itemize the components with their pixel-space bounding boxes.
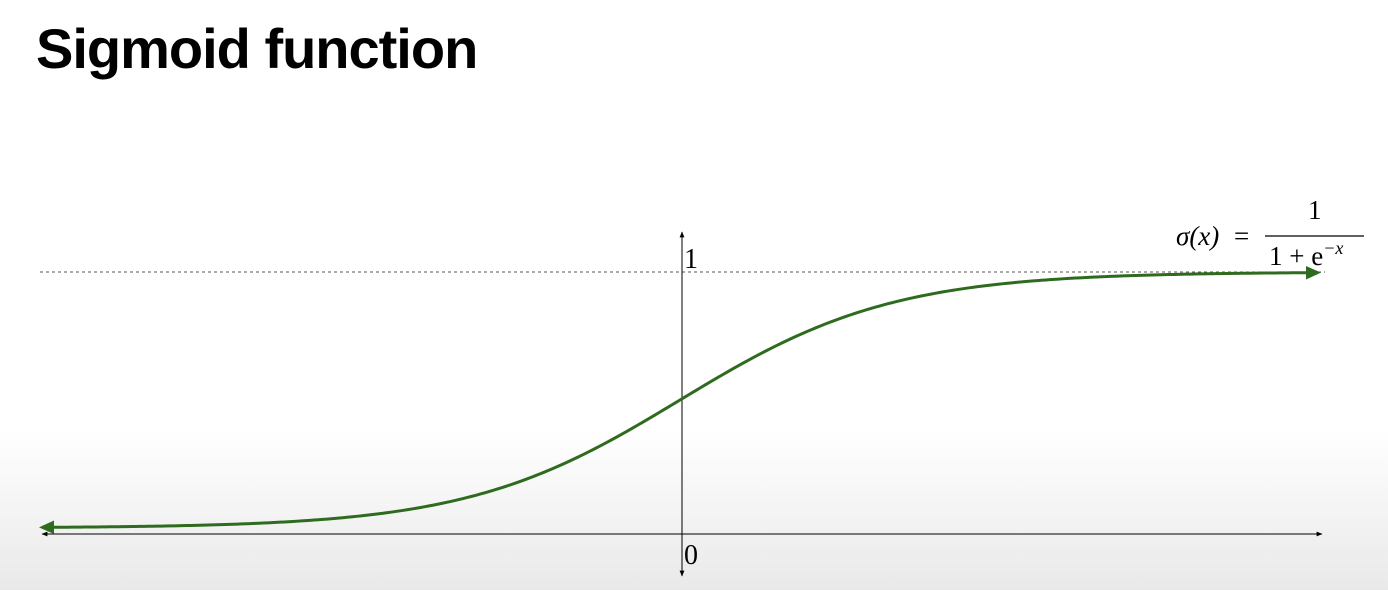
formula-denominator-base: 1 + e [1269,241,1323,271]
formula-numerator: 1 [1308,195,1322,225]
sigmoid-curve [39,265,1321,535]
slide-title: Sigmoid function [36,17,478,80]
formula-equals: = [1234,221,1249,251]
formula-denominator-exponent: −x [1323,238,1343,258]
y-tick-label-1: 1 [684,244,698,275]
formula-denominator: 1 + e−x [1269,238,1343,271]
formula-lhs: σ(x) [1176,221,1219,251]
sigmoid-formula: σ(x) = 1 1 + e−x [1176,195,1364,271]
origin-label: 0 [684,540,698,571]
